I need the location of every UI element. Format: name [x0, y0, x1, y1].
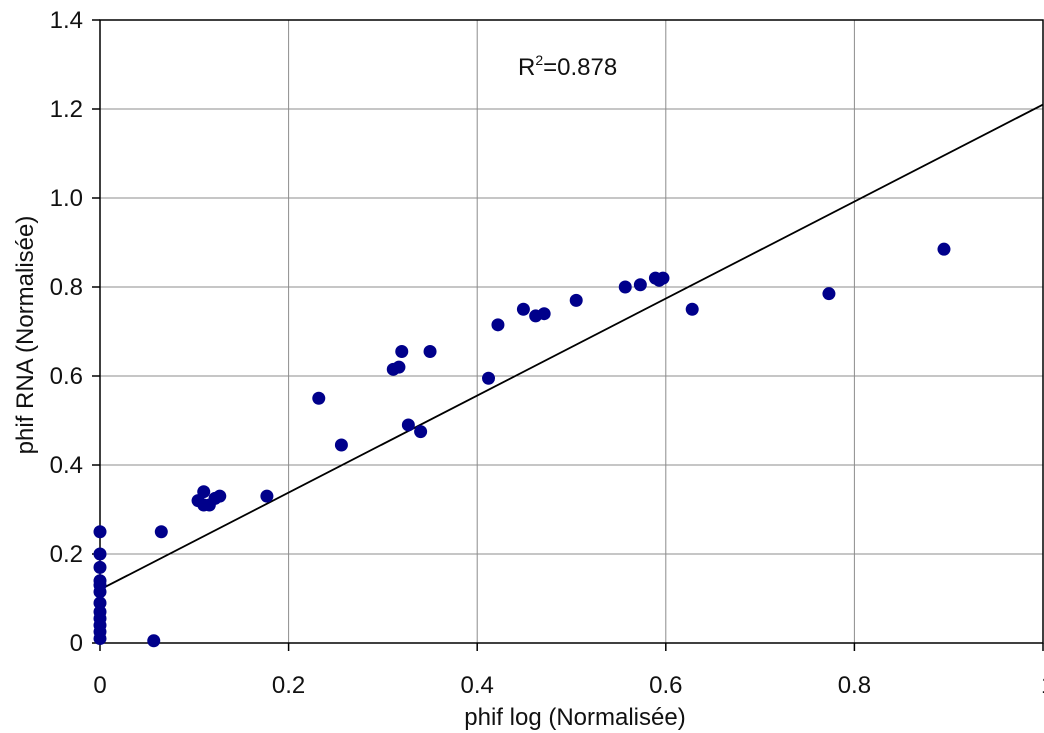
data-point	[93, 632, 107, 646]
x-tick-label: 0.8	[838, 672, 871, 699]
data-point	[93, 585, 107, 599]
r-squared-value: =0.878	[543, 54, 617, 81]
r-squared-r: R	[518, 54, 535, 81]
data-point	[260, 489, 274, 503]
y-tick-label: 0.4	[50, 452, 83, 479]
y-axis-title: phif RNA (Normalisée)	[12, 216, 39, 455]
data-point	[569, 293, 583, 307]
data-point	[822, 287, 836, 301]
r-squared-superscript: 2	[535, 52, 543, 68]
y-tick-label: 0.6	[50, 363, 83, 390]
data-point	[423, 345, 437, 359]
x-tick-label: 0.6	[649, 672, 682, 699]
y-tick-label: 1.0	[50, 185, 83, 212]
r-squared-annotation: R2=0.878	[518, 52, 617, 81]
x-tick-label: 1	[1041, 672, 1044, 699]
x-tick-label: 0.4	[461, 672, 494, 699]
data-point	[93, 596, 107, 610]
data-point	[633, 278, 647, 292]
data-points	[93, 242, 951, 648]
data-point	[197, 485, 211, 499]
data-point	[93, 560, 107, 574]
grid-lines	[100, 20, 1043, 643]
data-point	[147, 634, 161, 648]
data-point	[93, 547, 107, 561]
y-tick-label: 1.4	[50, 7, 83, 34]
data-point	[685, 302, 699, 316]
y-tick-label: 0.8	[50, 274, 83, 301]
data-point	[93, 525, 107, 539]
data-point	[618, 280, 632, 294]
x-tick-label: 0.2	[272, 672, 305, 699]
data-point	[392, 360, 406, 374]
data-point	[491, 318, 505, 332]
x-axis-title: phif log (Normalisée)	[464, 704, 685, 731]
data-point	[537, 307, 551, 321]
data-point	[213, 489, 227, 503]
regression-line	[99, 103, 1044, 591]
data-point	[482, 371, 496, 385]
y-tick-label: 0.2	[50, 541, 83, 568]
plot-area-frame	[99, 19, 1044, 644]
y-tick-label: 0	[70, 630, 83, 657]
data-point	[937, 242, 951, 256]
data-point	[516, 302, 530, 316]
data-point	[312, 391, 326, 405]
data-point	[154, 525, 168, 539]
data-point	[334, 438, 348, 452]
y-tick-label: 1.2	[50, 96, 83, 123]
data-point	[395, 345, 409, 359]
data-point	[656, 271, 670, 285]
data-point	[401, 418, 415, 432]
axis-tick-labels: 0 0.2 0.4 0.6 0.8 1 0 0.2 0.4 0.6 0.8 1.0 1.2 1.4	[50, 7, 1044, 699]
data-point	[414, 425, 428, 439]
x-tick-label: 0	[93, 672, 106, 699]
